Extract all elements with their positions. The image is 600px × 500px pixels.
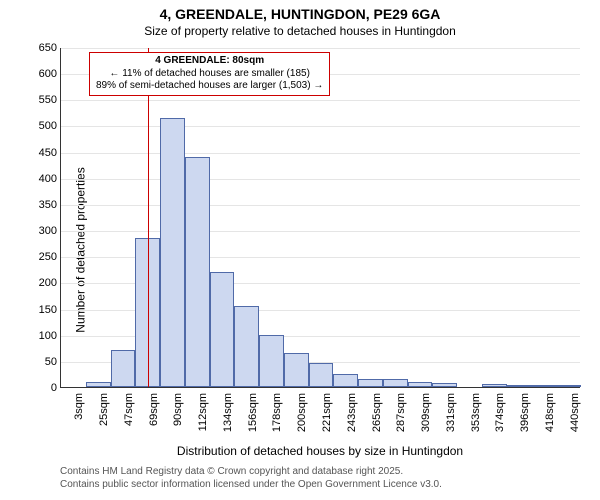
chart-title: 4, GREENDALE, HUNTINGDON, PE29 6GA (0, 6, 600, 22)
footer-line-2: Contains public sector information licen… (60, 479, 442, 492)
y-tick-label: 650 (39, 42, 61, 54)
gridline (61, 126, 580, 127)
histogram-bar (432, 383, 457, 387)
histogram-bar (358, 379, 383, 387)
x-tick-label: 418sqm (544, 393, 556, 432)
histogram-bar (185, 157, 210, 387)
gridline (61, 179, 580, 180)
histogram-bar (86, 382, 111, 387)
x-tick-label: 200sqm (296, 393, 308, 432)
histogram-bar (309, 363, 334, 387)
callout-smaller: ← 11% of detached houses are smaller (18… (96, 68, 323, 81)
histogram-bar (284, 353, 309, 387)
x-tick-label: 440sqm (569, 393, 581, 432)
histogram-bar (259, 335, 284, 387)
x-tick-label: 47sqm (123, 393, 135, 426)
gridline (61, 48, 580, 49)
x-tick-label: 309sqm (420, 393, 432, 432)
y-tick-label: 150 (39, 304, 61, 316)
x-tick-label: 374sqm (494, 393, 506, 432)
x-tick-label: 287sqm (395, 393, 407, 432)
y-tick-label: 550 (39, 94, 61, 106)
footer-attribution: Contains HM Land Registry data © Crown c… (60, 466, 442, 491)
y-tick-label: 100 (39, 330, 61, 342)
property-callout: 4 GREENDALE: 80sqm← 11% of detached hous… (89, 52, 330, 96)
gridline (61, 231, 580, 232)
chart-subtitle: Size of property relative to detached ho… (0, 24, 600, 38)
x-tick-label: 353sqm (470, 393, 482, 432)
x-tick-label: 396sqm (519, 393, 531, 432)
callout-larger: 89% of semi-detached houses are larger (… (96, 80, 323, 93)
callout-title: 4 GREENDALE: 80sqm (96, 55, 323, 68)
x-tick-label: 69sqm (148, 393, 160, 426)
y-tick-label: 250 (39, 251, 61, 263)
y-tick-label: 300 (39, 225, 61, 237)
x-tick-label: 25sqm (98, 393, 110, 426)
y-tick-label: 50 (45, 356, 61, 368)
gridline (61, 100, 580, 101)
x-tick-label: 243sqm (346, 393, 358, 432)
x-tick-label: 134sqm (222, 393, 234, 432)
histogram-bar (210, 272, 235, 387)
y-tick-label: 500 (39, 120, 61, 132)
x-tick-label: 3sqm (73, 393, 85, 420)
chart-container: 4, GREENDALE, HUNTINGDON, PE29 6GA Size … (0, 0, 600, 500)
histogram-bar (333, 374, 358, 387)
x-tick-label: 156sqm (247, 393, 259, 432)
y-tick-label: 200 (39, 277, 61, 289)
y-tick-label: 400 (39, 173, 61, 185)
histogram-bar (556, 385, 581, 387)
x-tick-label: 265sqm (371, 393, 383, 432)
y-tick-label: 0 (51, 382, 61, 394)
histogram-bar (160, 118, 185, 387)
plot-area: 0501001502002503003504004505005506006503… (60, 48, 580, 388)
gridline (61, 205, 580, 206)
gridline (61, 153, 580, 154)
y-tick-label: 350 (39, 199, 61, 211)
x-tick-label: 221sqm (321, 393, 333, 432)
y-tick-label: 450 (39, 147, 61, 159)
histogram-bar (234, 306, 259, 387)
x-tick-label: 112sqm (197, 393, 209, 431)
x-axis-label: Distribution of detached houses by size … (60, 444, 580, 458)
histogram-bar (482, 384, 507, 387)
footer-line-1: Contains HM Land Registry data © Crown c… (60, 466, 442, 479)
histogram-bar (531, 385, 556, 387)
x-tick-label: 90sqm (172, 393, 184, 426)
property-marker-line (148, 48, 149, 387)
histogram-bar (408, 382, 433, 387)
histogram-bar (111, 350, 136, 387)
histogram-bar (383, 379, 408, 387)
x-tick-label: 178sqm (271, 393, 283, 432)
y-tick-label: 600 (39, 68, 61, 80)
histogram-bar (507, 385, 532, 387)
x-tick-label: 331sqm (445, 393, 457, 432)
